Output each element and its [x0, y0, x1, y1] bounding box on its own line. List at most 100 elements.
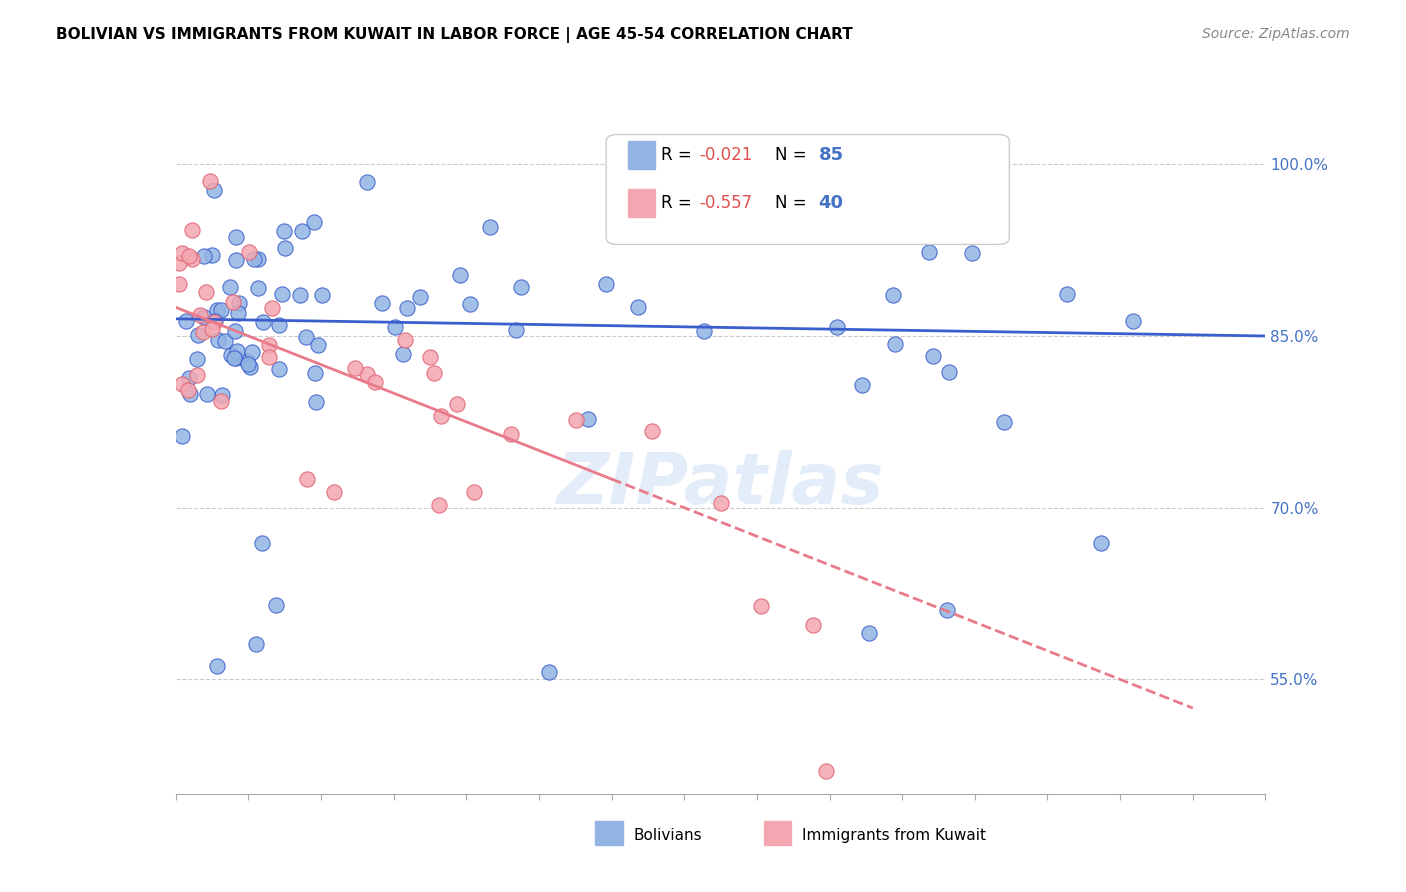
Point [179, 370, 201, 384]
Point [240, 345, 263, 359]
Point [274, 241, 297, 255]
Point [242, 252, 264, 267]
Point [201, 322, 224, 336]
Point [290, 224, 312, 238]
Text: ZIPatlas: ZIPatlas [557, 450, 884, 519]
Point [304, 366, 326, 380]
Point [198, 174, 221, 188]
Point [449, 268, 471, 282]
Point [430, 409, 453, 423]
Bar [628, 141, 655, 169]
Point [294, 330, 316, 344]
Point [304, 215, 326, 229]
Point [195, 387, 218, 401]
Point [641, 424, 664, 438]
Point [180, 252, 202, 266]
Point [179, 387, 201, 401]
Point [322, 485, 344, 500]
Text: BOLIVIAN VS IMMIGRANTS FROM KUWAIT IN LABOR FORCE | AGE 45-54 CORRELATION CHART: BOLIVIAN VS IMMIGRANTS FROM KUWAIT IN LA… [56, 27, 853, 43]
Point [174, 314, 197, 328]
Point [344, 360, 367, 375]
Point [395, 301, 418, 315]
Point [219, 348, 242, 362]
Point [257, 350, 280, 364]
Text: 85: 85 [818, 146, 844, 164]
Point [935, 603, 957, 617]
Point [202, 183, 225, 197]
Point [179, 249, 201, 263]
Point [371, 296, 394, 310]
Text: Source: ZipAtlas.com: Source: ZipAtlas.com [1202, 27, 1350, 41]
Point [269, 318, 291, 332]
Point [960, 246, 983, 260]
Point [921, 350, 943, 364]
Point [238, 244, 260, 259]
Point [290, 288, 312, 302]
Point [247, 281, 270, 295]
Point [226, 344, 249, 359]
Point [247, 252, 270, 267]
Text: Immigrants from Kuwait: Immigrants from Kuwait [803, 828, 986, 843]
Point [207, 658, 229, 673]
Point [191, 325, 214, 339]
Text: R =: R = [661, 146, 696, 164]
Point [801, 618, 824, 632]
Point [394, 333, 416, 347]
Point [501, 426, 523, 441]
Text: N =: N = [775, 194, 811, 212]
Point [311, 288, 333, 302]
Point [250, 536, 273, 550]
Point [271, 286, 294, 301]
Point [207, 333, 229, 347]
Point [814, 764, 837, 778]
Point [858, 625, 880, 640]
Point [307, 338, 329, 352]
Point [236, 354, 259, 368]
Point [224, 351, 246, 365]
Point [236, 357, 259, 371]
Point [693, 324, 716, 338]
Point [266, 598, 288, 612]
Point [273, 224, 295, 238]
Point [214, 334, 236, 348]
Point [257, 338, 280, 352]
Point [356, 175, 378, 189]
Point [419, 350, 441, 364]
Text: N =: N = [775, 146, 811, 164]
Point [882, 287, 904, 301]
Point [169, 256, 191, 270]
Point [938, 365, 960, 379]
Point [225, 351, 247, 365]
Point [172, 429, 194, 443]
Point [427, 498, 450, 512]
Point [305, 394, 328, 409]
Point [177, 383, 200, 397]
Point [993, 416, 1015, 430]
Point [224, 324, 246, 338]
Point [205, 303, 228, 318]
Text: Bolivians: Bolivians [633, 828, 702, 843]
Point [193, 249, 215, 263]
Point [458, 297, 481, 311]
Point [537, 665, 560, 680]
Point [225, 252, 247, 267]
Point [195, 285, 218, 299]
Point [170, 246, 193, 260]
Point [226, 306, 249, 320]
Point [188, 309, 211, 323]
Point [576, 411, 599, 425]
Point [423, 366, 446, 380]
Point [267, 361, 290, 376]
Point [917, 245, 939, 260]
Point [749, 599, 772, 614]
Point [228, 295, 250, 310]
Point [211, 388, 233, 402]
Point [356, 368, 378, 382]
Bar [628, 189, 655, 217]
Text: R =: R = [661, 194, 696, 212]
Point [479, 220, 502, 235]
Point [186, 352, 208, 367]
Point [1090, 535, 1112, 549]
Point [260, 301, 283, 315]
Point [1056, 286, 1078, 301]
